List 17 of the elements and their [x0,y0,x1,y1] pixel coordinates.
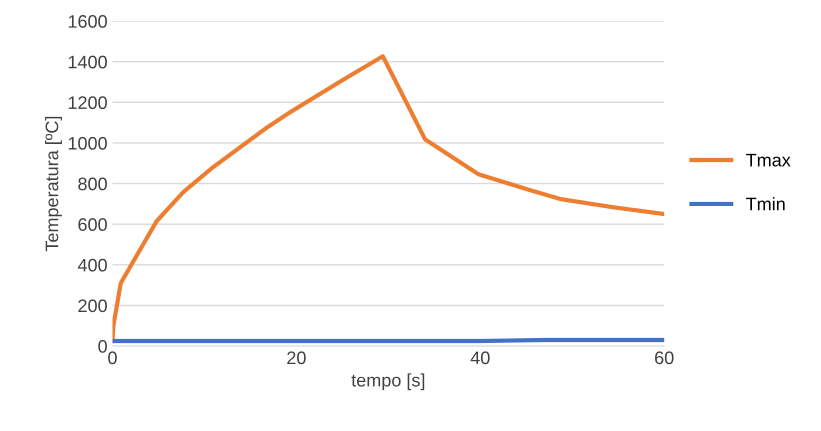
x-tick-label: 20 [287,351,306,364]
y-tick-label: 1400 [68,56,107,68]
x-tick-label: 40 [470,351,490,364]
x-tick-label: 60 [655,351,674,364]
y-tick-label: 800 [78,178,107,190]
y-tick-label: 1200 [68,96,107,110]
x-tick-label: 0 [108,351,117,364]
y-tick-label: 1600 [68,15,107,28]
x-axis-title: tempo [s] [351,373,424,390]
y-tick-label: 200 [78,299,107,312]
y-tick-label: 1000 [68,136,107,150]
y-tick-label: 600 [78,218,107,231]
y-tick-label: 0 [98,340,107,353]
legend-label: Tmin [746,197,785,210]
y-tick-label: 400 [78,258,107,272]
legend-label: Tmax [746,154,791,166]
y-axis-title: Temperatura [ºC] [45,116,62,252]
